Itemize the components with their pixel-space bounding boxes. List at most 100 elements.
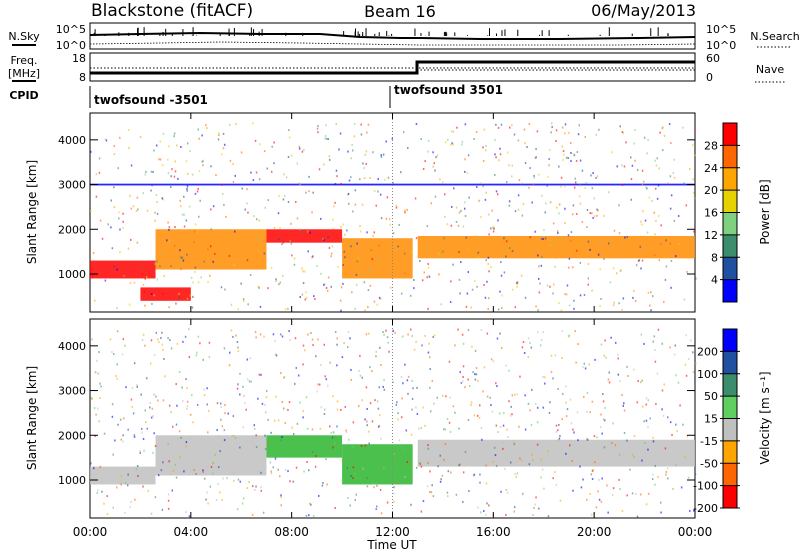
scatter-echo (444, 215, 446, 218)
scatter-echo (207, 409, 210, 412)
scatter-echo (509, 126, 511, 129)
scatter-echo (379, 414, 381, 417)
scatter-echo (223, 143, 226, 146)
scatter-echo (350, 368, 352, 371)
scatter-echo (207, 248, 209, 251)
scatter-echo (128, 303, 131, 306)
scatter-echo (446, 491, 449, 494)
scatter-echo (281, 436, 283, 439)
scatter-echo (662, 414, 665, 417)
scatter-echo (581, 169, 584, 172)
scatter-echo (264, 206, 266, 209)
scatter-echo (167, 221, 169, 224)
scatter-echo (267, 199, 270, 202)
scatter-echo (673, 353, 676, 356)
scatter-echo (109, 338, 112, 341)
scatter-echo (539, 282, 541, 285)
scatter-echo (180, 205, 182, 208)
scatter-echo (638, 259, 641, 262)
scatter-echo (533, 506, 535, 509)
scatter-echo (561, 330, 564, 333)
scatter-echo (693, 154, 696, 157)
scatter-echo (284, 468, 287, 471)
scatter-echo (522, 341, 525, 344)
scatter-echo (311, 256, 313, 259)
scatter-echo (483, 510, 485, 513)
scatter-echo (387, 341, 389, 344)
scatter-echo (213, 252, 216, 255)
scatter-echo (383, 378, 385, 381)
scatter-echo (379, 437, 382, 440)
velocity-colorbar-label: Velocity [m s⁻¹] (758, 371, 772, 464)
scatter-echo (654, 360, 657, 363)
scatter-echo (275, 354, 278, 357)
scatter-echo (223, 429, 226, 432)
scatter-echo (420, 510, 423, 513)
scatter-echo (524, 142, 526, 145)
scatter-echo (182, 340, 184, 343)
scatter-echo (161, 331, 163, 334)
scatter-echo (100, 385, 102, 388)
scatter-echo (415, 122, 418, 125)
scatter-echo (365, 386, 368, 389)
scatter-echo (522, 203, 525, 206)
scatter-echo (237, 346, 239, 349)
scatter-echo (218, 134, 220, 137)
scatter-echo (351, 149, 354, 152)
colorbar-swatch (723, 485, 737, 508)
scatter-echo (230, 303, 233, 306)
scatter-echo (199, 342, 201, 345)
scatter-echo (542, 376, 544, 379)
scatter-echo (583, 395, 585, 398)
scatter-echo (600, 500, 603, 503)
scatter-echo (308, 175, 310, 178)
scatter-echo (517, 194, 520, 197)
scatter-echo (186, 142, 189, 145)
scatter-echo (631, 164, 634, 167)
x-tick-label: 16:00 (476, 525, 511, 539)
scatter-echo (663, 301, 665, 304)
scatter-echo (592, 172, 594, 175)
scatter-echo (307, 250, 309, 253)
scatter-echo (523, 351, 526, 354)
scatter-echo (298, 145, 301, 148)
scatter-echo (511, 394, 514, 397)
scatter-echo (324, 134, 327, 137)
scatter-echo (185, 252, 187, 255)
scatter-echo (154, 496, 157, 499)
scatter-echo (373, 300, 376, 303)
scatter-echo (649, 291, 652, 294)
scatter-echo (344, 233, 346, 236)
scatter-echo (207, 431, 209, 434)
scatter-echo (255, 485, 257, 488)
scatter-echo (443, 428, 445, 431)
scatter-echo (687, 476, 690, 479)
scatter-echo (531, 453, 534, 456)
scatter-echo (189, 294, 192, 297)
scatter-echo (670, 142, 672, 145)
scatter-echo (174, 226, 176, 229)
scatter-echo (210, 208, 212, 211)
scatter-echo (306, 230, 309, 233)
scatter-echo (150, 362, 152, 365)
scatter-echo (284, 308, 287, 311)
scatter-echo (670, 259, 673, 262)
scatter-echo (169, 185, 172, 188)
colorbar-tick-label: 50 (704, 390, 718, 403)
scatter-echo (608, 381, 611, 384)
scatter-echo (247, 211, 249, 214)
power-heatmap (90, 122, 697, 312)
scatter-echo (548, 411, 551, 414)
scatter-echo (392, 181, 394, 184)
scatter-echo (633, 142, 635, 145)
cpid-segment-1: twofsound -3501 (94, 93, 208, 107)
y-tick-label: 2000 (58, 429, 86, 442)
scatter-echo (375, 350, 378, 353)
scatter-echo (589, 411, 592, 414)
scatter-echo (145, 377, 148, 380)
scatter-echo (155, 395, 157, 398)
scatter-echo (603, 418, 605, 421)
scatter-echo (446, 223, 448, 226)
scatter-echo (646, 187, 648, 190)
